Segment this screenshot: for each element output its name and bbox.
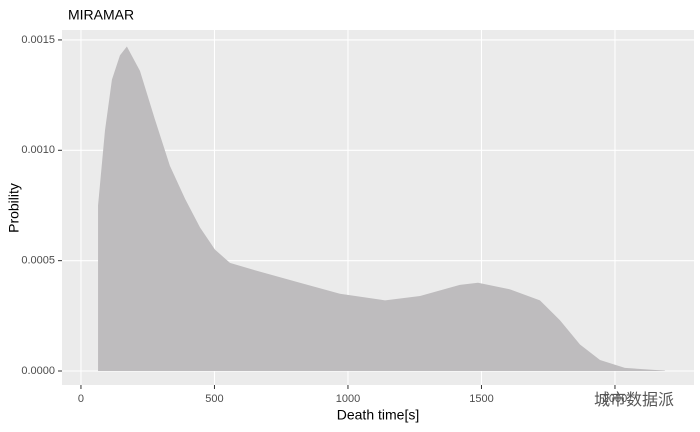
x-tick-label: 500 — [205, 393, 223, 405]
x-tick-label: 2000 — [603, 393, 627, 405]
chart-title: MIRAMAR — [68, 7, 134, 23]
y-tick-label: 0.0015 — [21, 34, 55, 46]
y-axis-label: Probility — [6, 183, 22, 233]
x-tick-label: 1500 — [469, 393, 493, 405]
y-tick-label: 0.0000 — [21, 365, 55, 377]
y-tick-label: 0.0005 — [21, 255, 55, 267]
x-axis-label: Death time[s] — [337, 407, 419, 423]
density-area — [98, 46, 665, 372]
x-tick-label: 1000 — [336, 393, 360, 405]
x-tick-label: 0 — [78, 393, 84, 405]
y-tick-label: 0.0010 — [21, 144, 55, 156]
watermark: 城市数据派 — [594, 391, 674, 409]
